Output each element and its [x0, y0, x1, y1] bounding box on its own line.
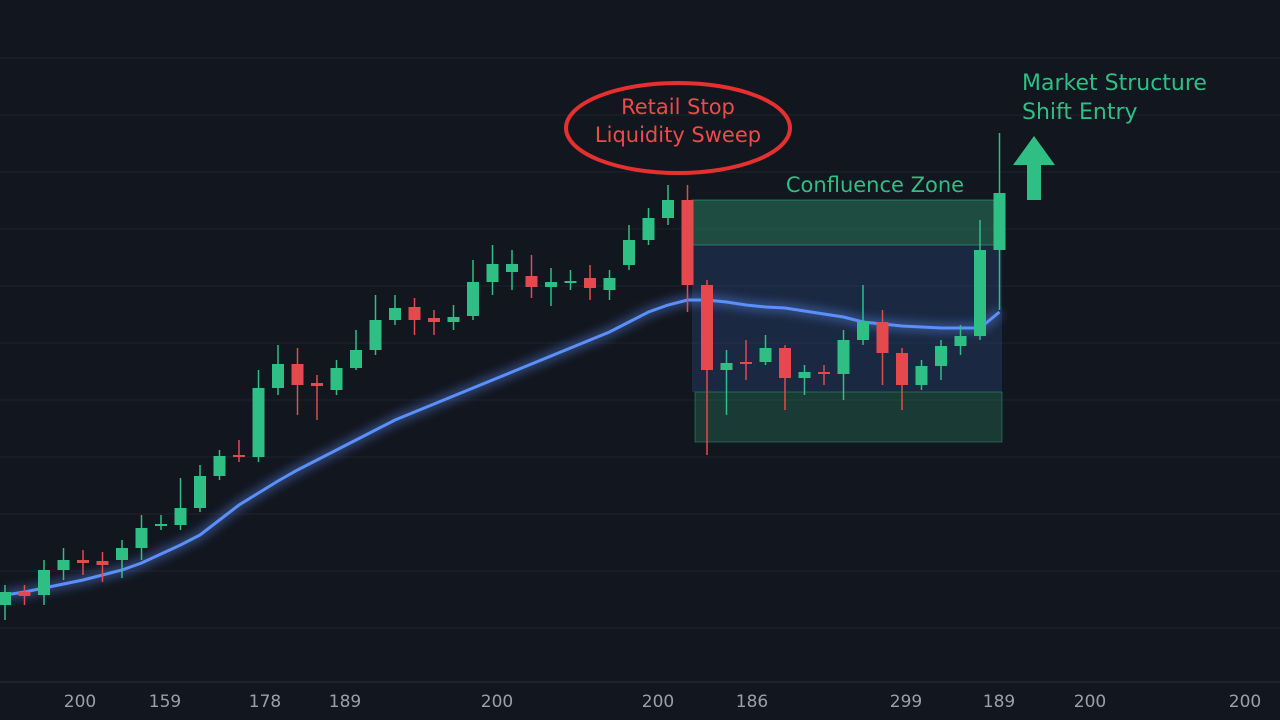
- x-tick-label: 189: [983, 692, 1015, 712]
- candle-body: [233, 455, 245, 457]
- x-tick-label: 178: [249, 692, 281, 712]
- candle-body: [545, 282, 557, 287]
- candle-body: [896, 353, 908, 385]
- candle-body: [740, 362, 752, 364]
- candle-body: [974, 250, 986, 336]
- candle-body: [57, 560, 70, 570]
- candle-body: [369, 320, 382, 350]
- x-tick-label: 189: [329, 692, 361, 712]
- candle-body: [935, 346, 947, 366]
- candle-body: [174, 508, 187, 525]
- candle-body: [330, 368, 343, 390]
- candles: [0, 133, 1006, 620]
- moving-average: [4, 298, 1001, 597]
- x-labels: 200 159 178 189 200 200 186 299 189 200 200: [64, 692, 1261, 712]
- candle-body: [681, 200, 694, 285]
- candle-body: [311, 383, 323, 386]
- candle-body: [876, 322, 889, 353]
- candle-body: [389, 308, 401, 320]
- x-tick-label: 159: [149, 692, 181, 712]
- candle-body: [993, 193, 1006, 250]
- candle-body: [447, 317, 460, 322]
- candle-body: [155, 524, 167, 526]
- candle-body: [116, 548, 128, 560]
- candle-body: [408, 307, 421, 320]
- candle-body: [525, 276, 538, 287]
- candle-body: [96, 561, 109, 565]
- candle-body: [350, 350, 362, 368]
- candle-body: [798, 372, 811, 378]
- candle-body: [720, 363, 733, 370]
- candle-body: [272, 364, 284, 388]
- candle-body: [779, 348, 791, 378]
- annotation: Shift Entry: [1022, 100, 1138, 125]
- candle-body: [701, 285, 713, 370]
- candle-body: [506, 264, 518, 272]
- x-tick-label: 299: [890, 692, 922, 712]
- candle-body: [584, 278, 596, 288]
- x-tick-label: 200: [64, 692, 96, 712]
- candle-body: [623, 240, 635, 265]
- x-tick-label: 200: [642, 692, 674, 712]
- x-tick-label: 186: [736, 692, 768, 712]
- candle-body: [291, 364, 304, 385]
- lower-zone: [694, 391, 1003, 443]
- candle-body: [564, 281, 577, 283]
- candle-body: [38, 570, 50, 595]
- candle-body: [759, 348, 772, 362]
- candle-body: [818, 372, 830, 374]
- candle-body: [837, 340, 850, 374]
- upper-zone: [691, 199, 1003, 246]
- sweep-ellipse: [564, 81, 792, 175]
- annotation: Retail Stop: [621, 95, 735, 119]
- candle-body: [252, 388, 265, 457]
- candle-body: [77, 560, 89, 563]
- moving-average-layer: [4, 296, 1003, 599]
- up-arrow: [1013, 136, 1055, 200]
- annotation: Market Structure: [1022, 71, 1207, 96]
- candle-body: [213, 456, 226, 476]
- candle-body: [428, 318, 440, 322]
- annotation: Liquidity Sweep: [595, 123, 761, 147]
- candle-body: [954, 336, 967, 346]
- candle-body: [603, 278, 616, 290]
- candle-body: [467, 282, 479, 316]
- candle-body: [662, 200, 674, 218]
- x-tick-label: 200: [1229, 692, 1261, 712]
- candle-body: [135, 528, 148, 548]
- candle-body: [857, 322, 869, 340]
- candle-body: [194, 476, 206, 508]
- x-tick-label: 200: [481, 692, 513, 712]
- candle-body: [486, 264, 499, 282]
- candle-body: [0, 592, 11, 605]
- candle-body: [642, 218, 655, 240]
- x-tick-label: 200: [1074, 692, 1106, 712]
- candle-body: [18, 592, 31, 596]
- candle-body: [915, 366, 928, 385]
- annotation: Confluence Zone: [786, 173, 964, 197]
